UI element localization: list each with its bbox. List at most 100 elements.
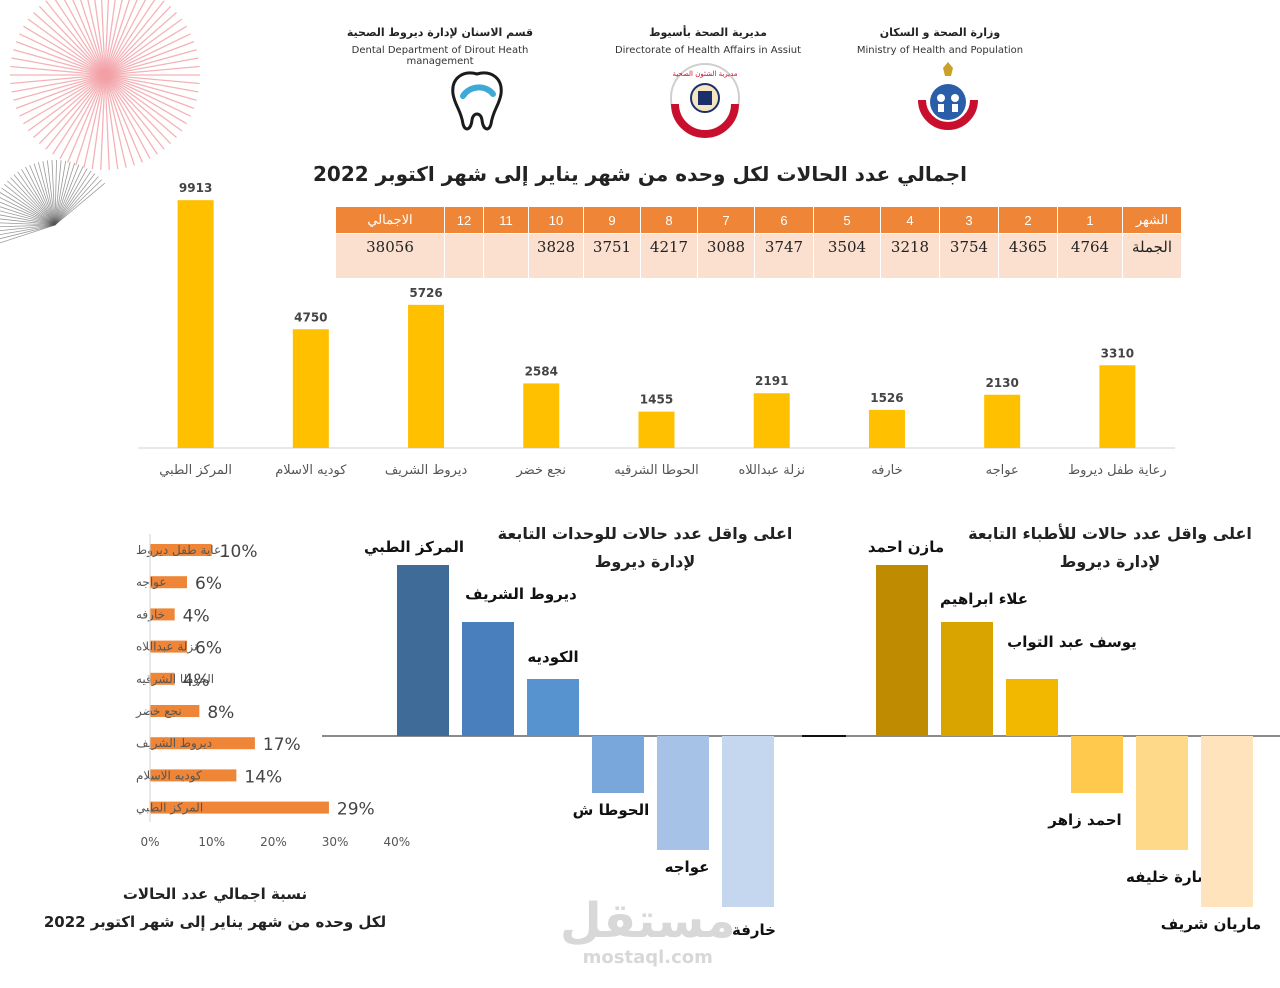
main-chart-data-label: 2584 [525,364,558,378]
units-chart-label: الكوديه [527,648,578,666]
org-directorate-en: Directorate of Health Affairs in Assiut [614,45,802,56]
table-month-header: 7 [697,206,755,234]
main-chart-bar [984,394,1021,448]
monthly-table-values-row: الجملة 4764 4365 3754 3218 3504 3747 3088 4217 37… [335,233,1182,279]
main-chart-bar [753,393,790,448]
org-ministry: وزارة الصحة و السكان Ministry of Health … [820,26,1060,56]
pct-chart-category-label: عواجه [136,575,167,590]
pct-chart-category-label: رعاية طفل ديروط [136,543,227,558]
pct-chart-bar [150,544,212,556]
pct-chart-category-label: نجع خضر [135,704,182,719]
org-dental: قسم الاسنان لإدارة ديروط الصحية Dental D… [320,26,560,67]
pct-chart-tick-label: 30% [322,835,349,849]
main-chart-bar [868,409,905,448]
table-month-value [444,233,484,279]
ranking-charts: المركز الطبي ديروط الشريف الكوديه الحوطا ش ع… [322,538,1280,939]
table-month-value: 3088 [697,233,755,279]
table-month-header: 6 [754,206,814,234]
main-chart-bar [638,411,675,448]
table-month-value: 3754 [939,233,999,279]
table-month-value: 3504 [813,233,881,279]
units-chart-label: المركز الطبي [364,538,464,556]
tooth-logo-icon [451,71,503,131]
main-chart-data-label: 9913 [179,181,212,195]
table-total-header: الاجمالي [335,206,445,234]
watermark-url: mostaql.com [582,947,713,968]
pct-chart-bar [150,705,200,717]
pct-chart-tick-label: 20% [260,835,287,849]
main-chart-data-label: 5726 [409,286,442,300]
org-dental-ar: قسم الاسنان لإدارة ديروط الصحية [346,26,534,39]
pct-chart-data-label: 14% [244,767,282,787]
doctors-chart-label: ماريان شريف [1161,915,1261,933]
main-chart-data-label: 3310 [1101,346,1134,360]
main-chart-bar [177,200,214,448]
table-month-header: 5 [813,206,881,234]
table-month-value: 4365 [998,233,1058,279]
table-month-value: 3218 [880,233,940,279]
units-chart-bar [722,736,774,907]
table-month-header: 1 [1057,206,1123,234]
decorative-flower [0,0,200,244]
main-chart-data-label: 2191 [755,374,788,388]
doctors-chart-bar [1201,736,1253,907]
doctors-chart-label: مازن احمد [868,538,944,556]
doctors-title-line1: اعلى واقل عدد حالات للأطباء التابعة [968,524,1252,543]
main-chart-category-label: ديروط الشريف [385,463,468,478]
org-ministry-en: Ministry of Health and Population [856,45,1024,56]
pct-chart-data-label: 4% [183,671,210,691]
pct-chart-bar [150,576,188,589]
doctors-chart-label: احمد زاهر [1047,811,1121,829]
pct-chart-tick-label: 0% [140,835,159,849]
pct-title-line1: نسبة اجمالي عدد الحالات [122,885,308,903]
seal-text: مديرية الشئون الصحية [672,70,737,78]
org-ministry-ar: وزارة الصحة و السكان [879,26,1001,39]
main-chart-category-label: نزلة عبداللاه [738,463,805,478]
table-month-header: 3 [939,206,999,234]
units-chart-bar [527,679,579,736]
doctors-chart-bar [876,565,928,736]
units-chart-label: خارفة [732,921,776,939]
pct-chart-category-label: ديروط الشريف [136,736,212,751]
main-chart-data-label: 2130 [985,376,1018,390]
doctors-chart-bar [1136,736,1188,850]
table-month-header: 2 [998,206,1058,234]
main-title: اجمالي عدد الحالات لكل وحده من شهر يناير… [312,162,968,186]
main-chart-bar [408,304,445,448]
pct-chart-data-label: 8% [207,703,234,723]
pct-chart-data-label: 17% [263,735,301,755]
main-chart-data-label: 1455 [640,393,673,407]
pct-chart-bar [150,737,255,750]
units-title-line2: لإدارة ديروط [594,552,696,571]
ministry-logo-icon [918,62,978,130]
table-row-label: الجملة [1122,233,1182,279]
table-month-value: 3751 [583,233,641,279]
percentage-section-title: نسبة اجمالي عدد الحالات لكل وحده من شهر … [20,880,410,936]
main-chart-category-label: المركز الطبي [159,463,232,478]
pct-chart-category-label: خارفه [136,607,165,622]
pct-chart-bar [150,801,329,814]
units-chart-bar [592,736,644,793]
units-chart-label: عواجه [665,858,710,876]
main-chart-category-label: كوديه الاسلام [275,463,347,478]
directorate-seal-icon: مديرية الشئون الصحية [670,63,740,138]
main-chart-data-label: 4750 [294,310,327,324]
table-month-value [483,233,529,279]
doctors-section-title: اعلى واقل عدد حالات للأطباء التابعة لإدا… [950,520,1270,576]
table-month-value: 4217 [640,233,698,279]
units-section-title: اعلى واقل عدد حالات للوحدات التابعة لإدا… [480,520,810,576]
main-chart-category-label: رعاية طفل ديروط [1068,463,1167,478]
units-chart-label: الحوطا ش [573,801,650,819]
table-month-value: 3828 [528,233,584,279]
pct-chart-category-label: الحوطا الشرقيه [136,672,214,687]
main-chart-category-label: خارفه [871,463,902,478]
watermark-arabic: مستقل [560,893,736,949]
monthly-table: الشهر 1 2 3 4 5 6 7 8 9 10 11 12 الاجمالي الجملة 4764 4… [335,206,1182,279]
table-total-value: 38056 [335,233,445,279]
pct-chart-category-label: المركز الطبي [136,801,203,816]
main-chart-data-label: 1526 [870,391,903,405]
pct-chart-bar [150,769,237,782]
table-month-value: 3747 [754,233,814,279]
